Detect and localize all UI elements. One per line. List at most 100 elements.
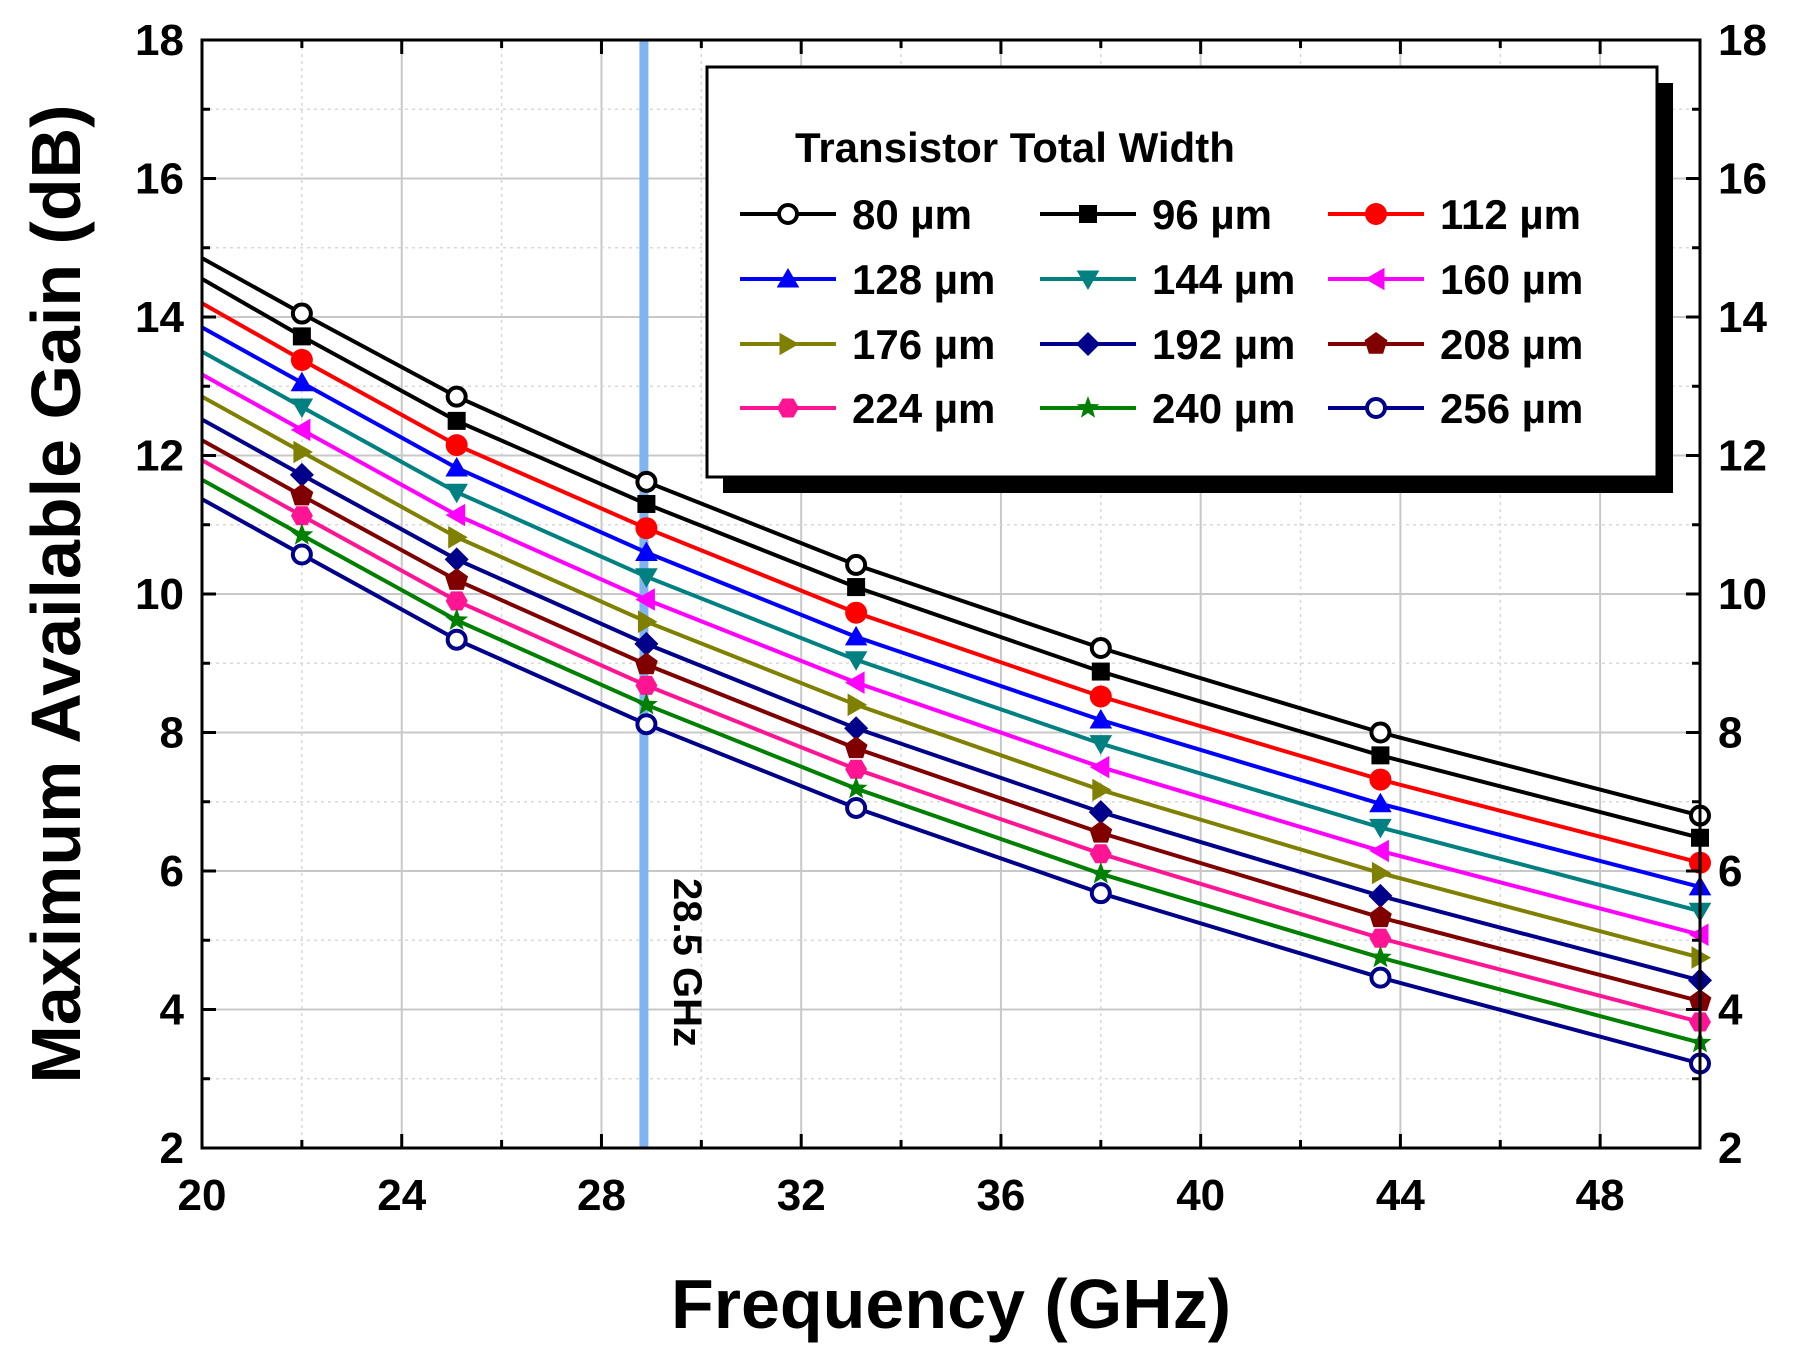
data-point [1089, 820, 1113, 843]
y-tick-label: 6 [160, 847, 184, 896]
data-point [844, 651, 868, 671]
series-line [201, 417, 1701, 983]
x-tick-label: 24 [377, 1171, 426, 1220]
series-208-um [201, 438, 1712, 1011]
y-tick-label-right: 2 [1718, 1124, 1742, 1173]
data-point [1369, 945, 1392, 968]
data-point [1089, 709, 1113, 729]
data-point [445, 483, 468, 504]
legend-entry-96-um: 96 µm [1040, 191, 1272, 238]
legend-entry-224-um: 224 µm [740, 385, 995, 432]
legend-entry-144-um: 144 µm [1040, 256, 1295, 303]
y-axis-title: Maximum Available Gain (dB) [17, 105, 95, 1084]
data-point [635, 652, 658, 675]
data-point [1089, 637, 1112, 660]
series-line [201, 438, 1701, 1004]
series-line [201, 277, 1701, 840]
data-point [445, 385, 468, 408]
data-point [1369, 721, 1392, 744]
data-point [847, 693, 868, 717]
data-point [445, 628, 468, 651]
data-point [289, 462, 314, 487]
data-point [637, 610, 658, 633]
data-point [1365, 397, 1387, 419]
legend-entry-112-um: 112 µm [1328, 191, 1581, 238]
legend-label: 160 µm [1440, 256, 1583, 303]
legend-label: 96 µm [1152, 191, 1272, 238]
data-point [1369, 928, 1392, 948]
legend-label: 80 µm [852, 191, 972, 238]
data-point [290, 398, 314, 418]
data-point [445, 457, 468, 477]
data-point [1091, 662, 1110, 681]
y-tick-label-right: 18 [1718, 16, 1767, 65]
series-line [201, 256, 1701, 818]
data-point [1089, 685, 1112, 708]
data-point [290, 371, 314, 392]
series-line [201, 477, 1701, 1045]
data-point [1365, 267, 1385, 291]
data-point [845, 759, 868, 779]
y-tick-label-right: 14 [1718, 293, 1767, 342]
data-point [845, 553, 868, 576]
data-point [844, 625, 868, 646]
data-point [635, 675, 658, 695]
legend-entry-176-um: 176 µm [740, 321, 995, 368]
data-point [445, 434, 468, 457]
data-point [1369, 839, 1389, 863]
data-point [290, 348, 313, 371]
annotation-label: 28.5 GHz [665, 878, 709, 1047]
y-tick-label: 2 [160, 1124, 184, 1173]
data-point [1076, 332, 1100, 356]
data-point [634, 631, 659, 656]
x-tick-label: 48 [1576, 1171, 1625, 1220]
y-tick-label-right: 4 [1718, 986, 1743, 1035]
y-tick-label: 8 [160, 709, 184, 758]
legend: Transistor Total Width 80 µm 96 µm 112 µm 1… [705, 65, 1673, 493]
legend-label: 128 µm [852, 256, 995, 303]
data-point [1369, 792, 1392, 813]
data-point [1369, 966, 1392, 989]
data-point [635, 568, 658, 588]
data-point [637, 494, 656, 513]
data-point [445, 568, 469, 590]
x-tick-label: 32 [777, 1171, 826, 1220]
data-point [1079, 205, 1097, 223]
x-tick-label: 20 [178, 1171, 227, 1220]
data-point [1089, 844, 1112, 864]
data-point [1371, 861, 1392, 885]
x-tick-label: 36 [976, 1171, 1025, 1220]
data-point [635, 541, 658, 561]
y-tick-label: 16 [135, 155, 184, 204]
data-point [445, 608, 469, 630]
data-point [635, 692, 658, 715]
data-point [1365, 203, 1387, 225]
data-point [1089, 735, 1113, 755]
legend-box [705, 65, 1659, 479]
data-point [844, 716, 869, 741]
y-tick-label-right: 8 [1718, 709, 1742, 758]
data-point [290, 418, 311, 442]
y-tick-label: 4 [160, 986, 185, 1035]
data-point [1089, 755, 1110, 779]
legend-label: 112 µm [1440, 191, 1581, 238]
series-256-um [201, 497, 1711, 1075]
data-point [1364, 332, 1388, 354]
data-point [779, 332, 799, 356]
x-tick-label: 28 [577, 1171, 626, 1220]
series-line [201, 325, 1701, 889]
series-128-um [201, 325, 1712, 896]
legend-label: 256 µm [1440, 385, 1583, 432]
series-line [201, 349, 1701, 914]
legend-entry-192-um: 192 µm [1040, 321, 1295, 368]
series-line [201, 372, 1701, 937]
data-point [290, 543, 313, 566]
data-point [1076, 396, 1100, 418]
series-line [201, 301, 1701, 865]
data-point [1088, 800, 1113, 825]
data-point [844, 736, 868, 759]
series-192-um [201, 417, 1712, 993]
legend-label: 208 µm [1440, 321, 1583, 368]
data-point [635, 517, 658, 540]
y-tick-label-right: 16 [1718, 155, 1767, 204]
